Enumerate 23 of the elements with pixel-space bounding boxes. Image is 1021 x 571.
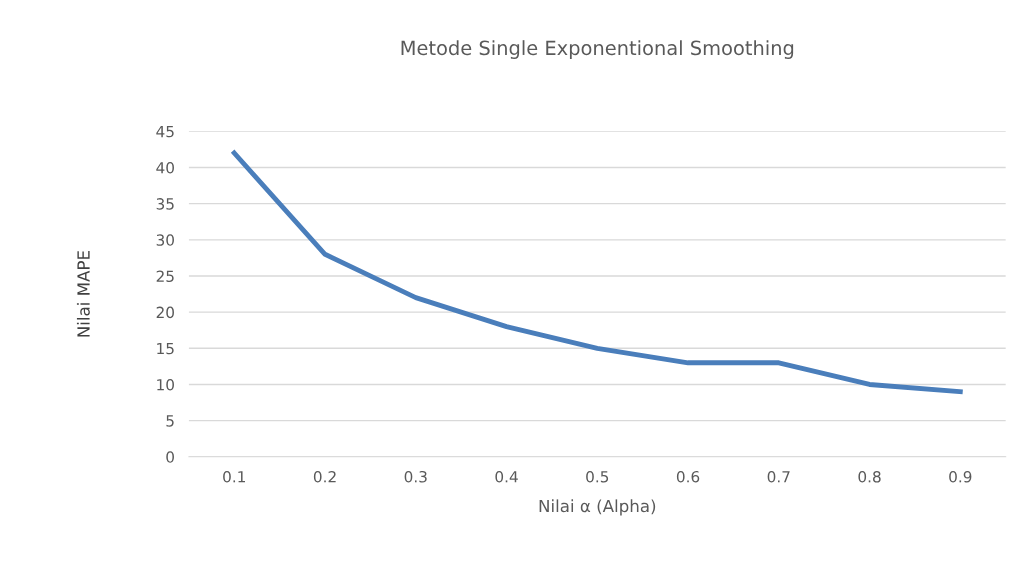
y-tick-label: 10 bbox=[157, 378, 174, 391]
x-axis-title: Nilai α (Alpha) bbox=[539, 499, 656, 516]
y-tick-label: 15 bbox=[157, 342, 174, 355]
y-tick-label: 0 bbox=[166, 451, 174, 463]
x-tick-label: 0.2 bbox=[313, 470, 336, 483]
y-tick-label: 20 bbox=[156, 306, 174, 319]
y-tick-label: 5 bbox=[166, 415, 174, 427]
y-axis-title: Nilai MAPE bbox=[76, 251, 90, 337]
x-tick-label: 0.1 bbox=[223, 470, 245, 483]
x-tick-label: 0.4 bbox=[495, 470, 518, 483]
x-tick-label: 0.8 bbox=[858, 470, 881, 483]
x-tick-label: 0.9 bbox=[949, 470, 972, 483]
y-tick-label: 45 bbox=[156, 126, 174, 138]
chart-title: Metode Single Exponentional Smoothing bbox=[401, 40, 794, 59]
x-tick-label: 0.5 bbox=[586, 470, 609, 483]
y-tick-label: 30 bbox=[156, 234, 174, 246]
y-tick-label: 25 bbox=[156, 270, 174, 282]
y-tick-label: 35 bbox=[156, 198, 174, 210]
line-series bbox=[231, 150, 963, 395]
x-tick-label: 0.6 bbox=[676, 470, 700, 483]
x-tick-label: 0.7 bbox=[767, 470, 790, 483]
x-tick-label: 0.3 bbox=[404, 470, 427, 483]
y-tick-label: 40 bbox=[156, 161, 174, 174]
